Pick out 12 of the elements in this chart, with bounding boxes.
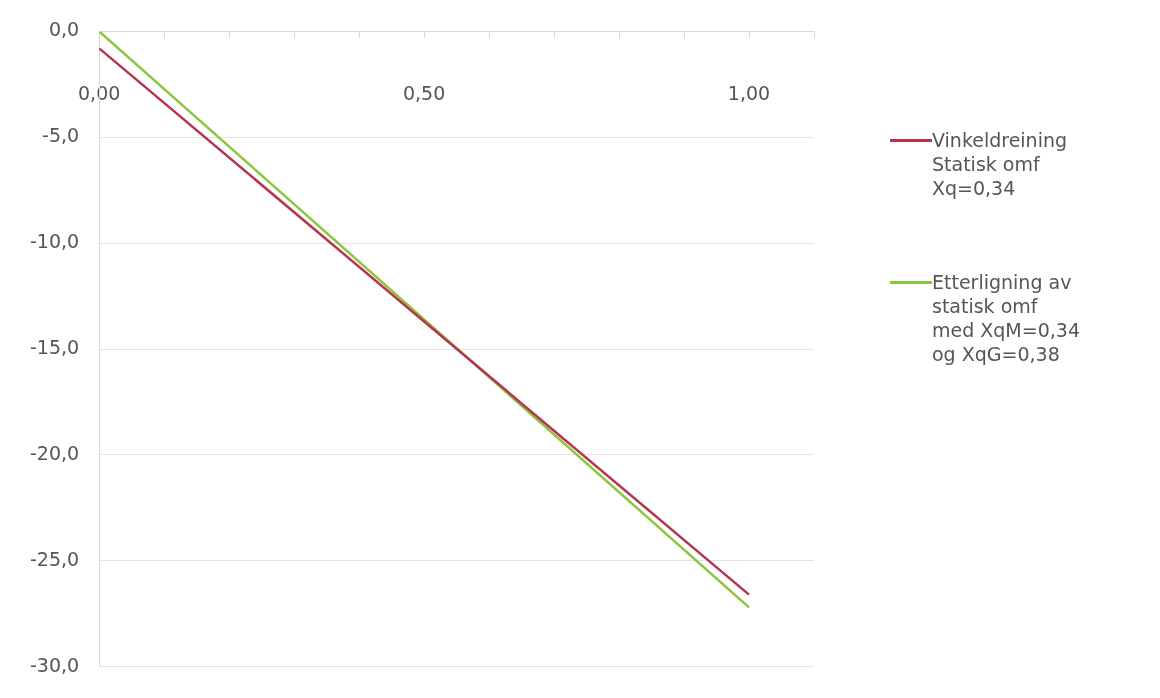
y-tick-label: -25,0 bbox=[29, 547, 80, 570]
legend-label: Vinkeldreining Statisk omf Xq=0,34 bbox=[932, 128, 1069, 200]
x-tick-label: 1,00 bbox=[727, 81, 771, 104]
y-tick-label: -30,0 bbox=[29, 653, 80, 676]
y-tick-label: -20,0 bbox=[29, 441, 80, 464]
x-tick-label: 0,00 bbox=[78, 81, 121, 104]
y-tick-label: -10,0 bbox=[29, 230, 80, 253]
x-tick-label: 0,50 bbox=[402, 81, 446, 104]
legend-label: Etterligning av statisk omf med XqM=0,34 og XqG=0,38 bbox=[932, 270, 1081, 366]
y-tick-label: -5,0 bbox=[42, 124, 80, 147]
y-tick-label: -15,0 bbox=[29, 335, 80, 358]
y-tick-label: 0,0 bbox=[48, 18, 80, 41]
